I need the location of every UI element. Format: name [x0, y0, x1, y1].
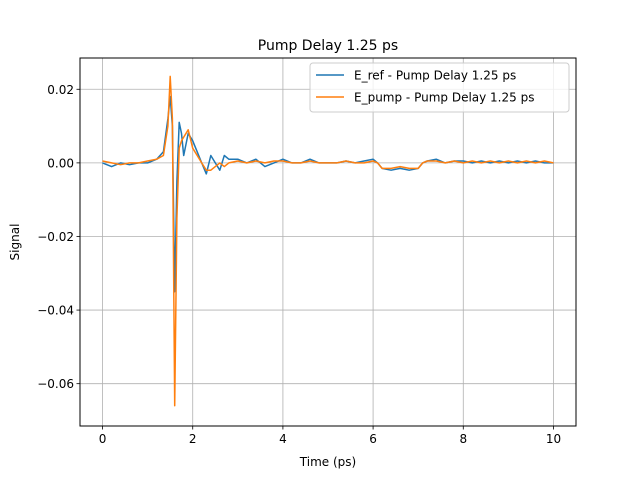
x-axis-label: Time (ps) [299, 455, 356, 469]
x-tick-label: 8 [459, 432, 467, 446]
y-tick-label: 0.02 [47, 83, 74, 97]
series-line-2 [102, 75, 554, 407]
x-tick-label: 6 [369, 432, 377, 446]
y-tick-label: −0.06 [37, 377, 74, 391]
x-tick-label: 2 [189, 432, 197, 446]
x-ticks: 0 2 4 6 8 10 [99, 426, 561, 446]
legend-box [309, 62, 570, 113]
x-tick-label: 10 [546, 432, 561, 446]
legend: E_ref - Pump Delay 1.25 ps E_pump - Pump … [309, 62, 570, 113]
x-tick-label: 4 [279, 432, 287, 446]
series-group [102, 75, 554, 407]
plot-frame [79, 57, 577, 427]
y-axis-label: Signal [8, 224, 22, 261]
y-tick-label: −0.04 [37, 304, 74, 318]
y-ticks: 0.02 0.00 −0.02 −0.04 −0.06 [37, 83, 80, 391]
y-tick-label: 0.00 [47, 156, 74, 170]
legend-label-2: E_pump - Pump Delay 1.25 ps [354, 91, 534, 105]
grid [80, 58, 576, 426]
chart-title: Pump Delay 1.25 ps [258, 38, 398, 54]
x-tick-label: 0 [99, 432, 107, 446]
y-tick-label: −0.02 [37, 230, 74, 244]
legend-label-1: E_ref - Pump Delay 1.25 ps [354, 69, 516, 83]
